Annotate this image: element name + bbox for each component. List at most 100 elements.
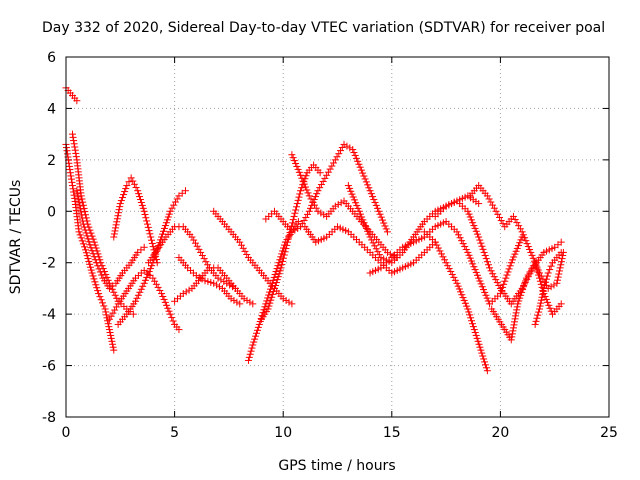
data-point xyxy=(470,222,478,230)
data-point xyxy=(244,356,252,364)
data-series xyxy=(288,151,400,262)
data-point xyxy=(142,214,150,222)
data-point xyxy=(82,249,90,257)
data-series xyxy=(69,130,137,318)
data-point xyxy=(354,204,362,212)
data-point xyxy=(536,302,544,310)
data-point xyxy=(557,258,565,266)
data-point xyxy=(305,192,313,200)
data-point xyxy=(267,296,275,304)
data-point xyxy=(92,259,100,267)
data-point xyxy=(506,262,514,270)
data-point xyxy=(350,196,358,204)
data-point xyxy=(333,153,341,161)
data-point xyxy=(483,367,491,375)
data-point xyxy=(255,320,263,328)
data-point xyxy=(462,245,470,253)
data-point xyxy=(147,233,155,241)
data-point xyxy=(79,201,87,209)
y-tick-label: 0 xyxy=(47,204,56,220)
data-point xyxy=(245,353,253,361)
data-point xyxy=(285,298,293,306)
data-point xyxy=(145,268,153,276)
x-axis-title: GPS time / hours xyxy=(278,458,395,474)
data-point xyxy=(346,144,354,152)
data-point xyxy=(519,231,527,239)
data-point xyxy=(490,273,498,281)
data-point xyxy=(493,279,501,287)
data-point xyxy=(316,169,324,177)
data-point xyxy=(136,193,144,201)
data-point xyxy=(323,171,331,179)
data-point xyxy=(67,172,75,180)
data-point xyxy=(469,219,477,227)
data-point xyxy=(515,222,523,230)
data-point xyxy=(470,326,478,334)
data-point xyxy=(303,186,311,194)
data-point xyxy=(456,234,464,242)
data-point xyxy=(448,270,456,278)
data-point xyxy=(145,227,153,235)
data-point xyxy=(91,256,99,264)
data-point xyxy=(70,140,78,148)
data-point xyxy=(516,225,524,233)
data-point xyxy=(469,323,477,331)
data-point xyxy=(87,266,95,274)
data-point xyxy=(317,209,325,217)
data-point xyxy=(102,311,110,319)
data-point xyxy=(230,296,238,304)
data-point xyxy=(163,301,171,309)
data-point xyxy=(473,230,481,238)
data-point xyxy=(291,209,299,217)
data-point xyxy=(113,218,121,226)
data-point xyxy=(557,238,565,246)
data-point xyxy=(533,265,541,273)
data-point xyxy=(515,297,523,305)
data-point xyxy=(98,299,106,307)
data-point xyxy=(348,190,356,198)
data-point xyxy=(302,213,310,221)
data-point xyxy=(69,185,77,193)
data-point xyxy=(433,241,441,249)
data-point xyxy=(442,259,450,267)
data-point xyxy=(288,228,296,236)
data-point xyxy=(512,312,520,320)
data-point xyxy=(144,223,152,231)
data-point xyxy=(67,175,75,183)
data-point xyxy=(476,343,484,351)
data-point xyxy=(295,193,303,201)
data-point xyxy=(164,304,172,312)
data-point xyxy=(547,283,555,291)
data-point xyxy=(482,291,490,299)
data-point xyxy=(513,306,521,314)
data-series xyxy=(145,223,239,292)
data-point xyxy=(144,270,152,278)
data-point xyxy=(188,233,196,241)
data-point xyxy=(510,253,518,261)
data-point xyxy=(214,274,222,282)
data-point xyxy=(439,253,447,261)
data-point xyxy=(297,187,305,195)
data-point xyxy=(362,178,370,186)
data-point xyxy=(164,213,172,221)
data-point xyxy=(110,230,118,238)
data-point xyxy=(511,315,519,323)
data-point xyxy=(215,283,223,291)
data-point xyxy=(455,285,463,293)
data-point xyxy=(314,207,322,215)
data-point xyxy=(360,172,368,180)
data-point xyxy=(508,256,516,264)
tick-layer: 0 5 10 15 20 25 -8 -6 -4 -2 0 2 4 6 xyxy=(42,50,618,441)
data-point xyxy=(316,184,324,192)
data-point xyxy=(168,314,176,322)
data-series xyxy=(344,182,483,267)
data-point xyxy=(477,239,485,247)
data-point xyxy=(475,274,483,282)
data-point xyxy=(507,336,515,344)
data-point xyxy=(531,320,539,328)
data-point xyxy=(471,266,479,274)
data-point xyxy=(134,291,142,299)
data-point xyxy=(532,262,540,270)
data-point xyxy=(483,192,491,200)
data-point xyxy=(79,220,87,228)
